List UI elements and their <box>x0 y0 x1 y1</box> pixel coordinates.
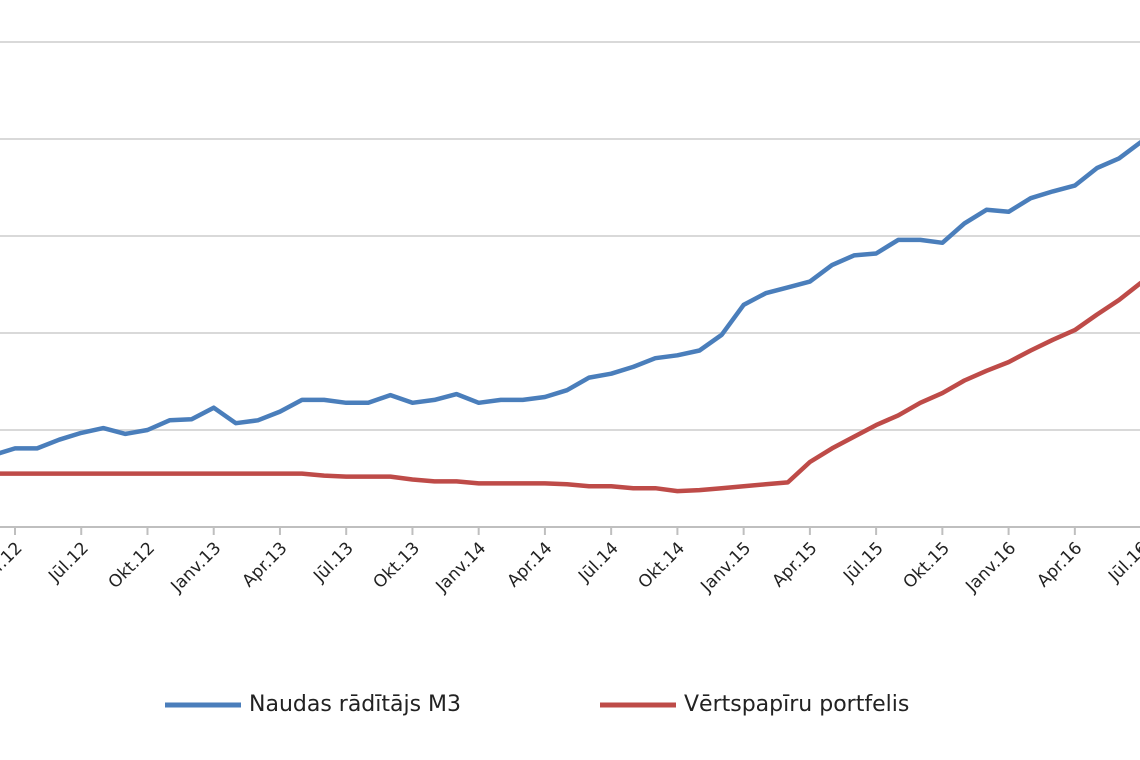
x-tick-label: Apr.15 <box>768 538 821 591</box>
x-tick-label: Apr.12 <box>0 538 27 591</box>
x-tick-label: Jūl.12 <box>44 538 92 586</box>
x-tick-label: Janv.13 <box>167 538 226 597</box>
series-line <box>0 140 1140 456</box>
x-tick-label: Jūl.15 <box>839 538 887 586</box>
x-tick-label: Jūl.14 <box>574 538 622 586</box>
x-tick-label: Janv.16 <box>961 538 1020 597</box>
x-tick-label: Apr.14 <box>503 538 556 591</box>
legend-label: Naudas rādītājs M3 <box>249 692 461 717</box>
x-tick-label: Janv.14 <box>432 538 491 597</box>
series-line <box>0 280 1140 494</box>
x-tick-label: Okt.13 <box>370 538 424 592</box>
x-tick-label: Apr.16 <box>1033 538 1086 591</box>
x-tick-label: Jūl.16 <box>1104 538 1140 586</box>
x-tick-label: Okt.12 <box>105 538 159 592</box>
legend-label: Vērtspapīru portfelis <box>684 692 909 717</box>
x-tick-label: Okt.14 <box>635 538 689 592</box>
x-tick-label: Jūl.13 <box>309 538 357 586</box>
x-tick-label: Janv.15 <box>696 538 755 597</box>
x-tick-label: Apr.13 <box>239 538 292 591</box>
x-tick-label: Okt.15 <box>899 538 953 592</box>
